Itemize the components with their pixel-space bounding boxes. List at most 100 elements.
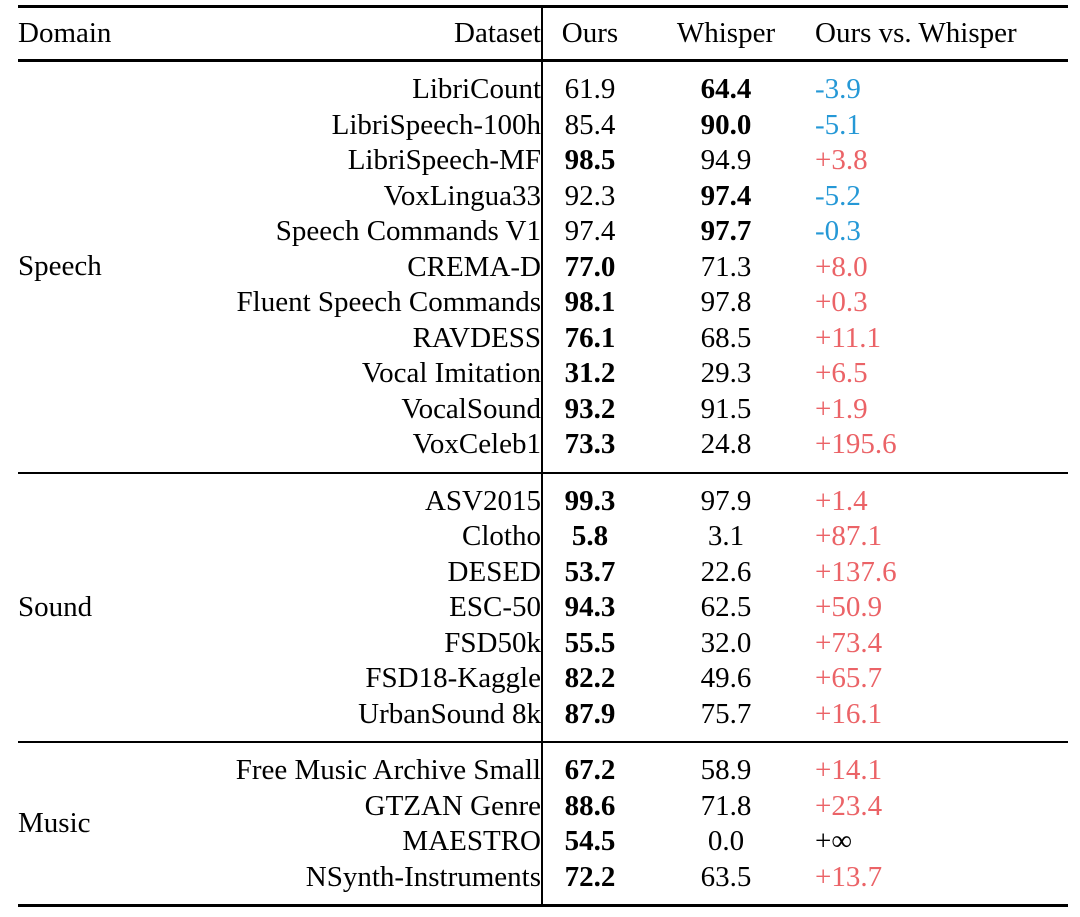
dataset-name: UrbanSound 8k [358,697,541,730]
delta-value: +137.6 [815,555,897,588]
whisper-value: 32.0 [700,626,752,659]
delta-value: +23.4 [815,789,883,822]
dataset-name: Clotho [462,520,541,552]
ours-value: 88.6 [541,788,637,824]
delta-value: +3.8 [815,144,868,176]
whisper-value: 49.6 [700,662,752,694]
table-row: Speech LibriCount 61.9 64.4 -3.9 [18,60,1068,282]
domain-label: Speech [18,250,102,282]
dataset-name: Fluent Speech Commands [236,286,541,318]
dataset-name: LibriSpeech-100h [331,108,541,141]
table-row: VocalSound 93.2 91.5 +1.9 [18,391,1068,427]
dataset-name: Free Music Archive Small [235,754,541,786]
dataset-name: Vocal Imitation [361,357,541,389]
whisper-value: 68.5 [700,321,752,354]
ours-value: 76.1 [541,320,637,356]
whisper-value: 3.1 [707,520,745,552]
dataset-name: DESED [447,555,541,588]
whisper-value: 97.7 [700,215,752,247]
delta-value: -5.2 [815,179,861,212]
dataset-name: LibriCount [412,73,541,105]
ours-value: 97.4 [541,214,637,250]
delta-value: +65.7 [815,662,883,694]
dataset-name: FSD50k [444,626,541,659]
ours-value: 87.9 [541,696,637,742]
delta-value: -0.3 [815,215,861,247]
table-row: LibriSpeech-100h 85.4 90.0 -5.1 [18,107,1068,143]
ours-value: 99.3 [541,472,637,519]
dataset-name: MAESTRO [402,825,541,857]
ours-value: 82.2 [541,661,637,697]
dataset-name: VoxLingua33 [383,179,541,212]
section-music: Music Free Music Archive Small 67.2 58.9 +14… [18,742,1068,906]
delta-value: +14.1 [815,754,883,786]
dataset-name: ESC-50 [449,591,541,623]
whisper-value: 62.5 [700,591,752,623]
dataset-name: Speech Commands V1 [275,215,541,247]
ours-value: 31.2 [541,356,637,392]
dataset-name: FSD18-Kaggle [365,662,541,694]
table-row: Fluent Speech Commands 98.1 97.8 +0.3 [18,285,1068,321]
delta-value: +50.9 [815,591,883,623]
table-row: CREMA-D 77.0 71.3 +8.0 [18,249,1068,285]
ours-value: 73.3 [541,427,637,473]
whisper-value: 91.5 [700,392,752,425]
whisper-value: 90.0 [700,108,752,141]
whisper-value: 97.8 [700,286,752,318]
column-header-ours: Ours [541,6,637,62]
ours-value: 92.3 [541,178,637,214]
table-row: RAVDESS 76.1 68.5 +11.1 [18,320,1068,356]
delta-value: -3.9 [815,73,861,105]
ours-value: 72.2 [541,859,637,906]
delta-value: +6.5 [815,357,868,389]
delta-value: +1.4 [815,484,868,517]
table-row: FSD50k 55.5 32.0 +73.4 [18,625,1068,661]
delta-value: +87.1 [815,520,883,552]
section-sound: Sound ASV2015 99.3 97.9 +1.4 Clotho 5.8 3.1 +87.… [18,472,1068,742]
delta-value: +8.0 [815,250,868,283]
ours-value: 61.9 [541,60,637,108]
column-header-ours-vs-whisper: Ours vs. Whisper [815,6,1068,62]
dataset-name: ASV2015 [424,484,541,517]
dataset-name: NSynth-Instruments [305,860,541,893]
table-row: NSynth-Instruments 72.2 63.5 +13.7 [18,859,1068,906]
column-header-dataset: Dataset [168,6,542,62]
whisper-value: 22.6 [700,555,752,588]
section-speech: Speech LibriCount 61.9 64.4 -3.9 LibriSpeech-… [18,60,1068,473]
delta-value: +∞ [815,825,853,857]
table-header: Domain Dataset Ours Whisper Ours vs. Whi… [18,6,1068,62]
whisper-value: 97.9 [700,484,752,517]
delta-value: +0.3 [815,286,868,318]
dataset-name: VocalSound [401,392,541,425]
whisper-value: 29.3 [700,357,752,389]
results-table-container: Domain Dataset Ours Whisper Ours vs. Whi… [18,5,1068,907]
whisper-value: 58.9 [700,754,752,786]
whisper-value: 0.0 [707,825,745,857]
ours-value: 77.0 [541,249,637,285]
table-row: Sound ASV2015 99.3 97.9 +1.4 [18,472,1068,623]
ours-value: 54.5 [541,824,637,860]
delta-value: +1.9 [815,392,868,425]
table-row: Music Free Music Archive Small 67.2 58.9 +14… [18,742,1068,839]
ours-value: 67.2 [541,742,637,789]
column-header-domain: Domain [18,6,168,62]
table-row: FSD18-Kaggle 82.2 49.6 +65.7 [18,661,1068,697]
column-header-whisper: Whisper [637,6,815,62]
ours-value: 53.7 [541,554,637,590]
delta-value: -5.1 [815,108,861,141]
table-row: DESED 53.7 22.6 +137.6 [18,554,1068,590]
table-row: VoxLingua33 92.3 97.4 -5.2 [18,178,1068,214]
delta-value: +13.7 [815,860,883,893]
domain-label: Sound [18,590,93,623]
ours-value: 98.5 [541,143,637,179]
whisper-value: 71.3 [700,250,752,283]
table-row: Speech Commands V1 97.4 97.7 -0.3 [18,214,1068,250]
table-row: ESC-50 94.3 62.5 +50.9 [18,590,1068,626]
ours-value: 94.3 [541,590,637,626]
dataset-name: CREMA-D [407,250,541,283]
whisper-value: 63.5 [700,860,752,893]
ours-value: 5.8 [541,519,637,555]
header-row: Domain Dataset Ours Whisper Ours vs. Whi… [18,6,1068,62]
results-table: Domain Dataset Ours Whisper Ours vs. Whi… [18,5,1068,907]
table-row: MAESTRO 54.5 0.0 +∞ [18,824,1068,860]
